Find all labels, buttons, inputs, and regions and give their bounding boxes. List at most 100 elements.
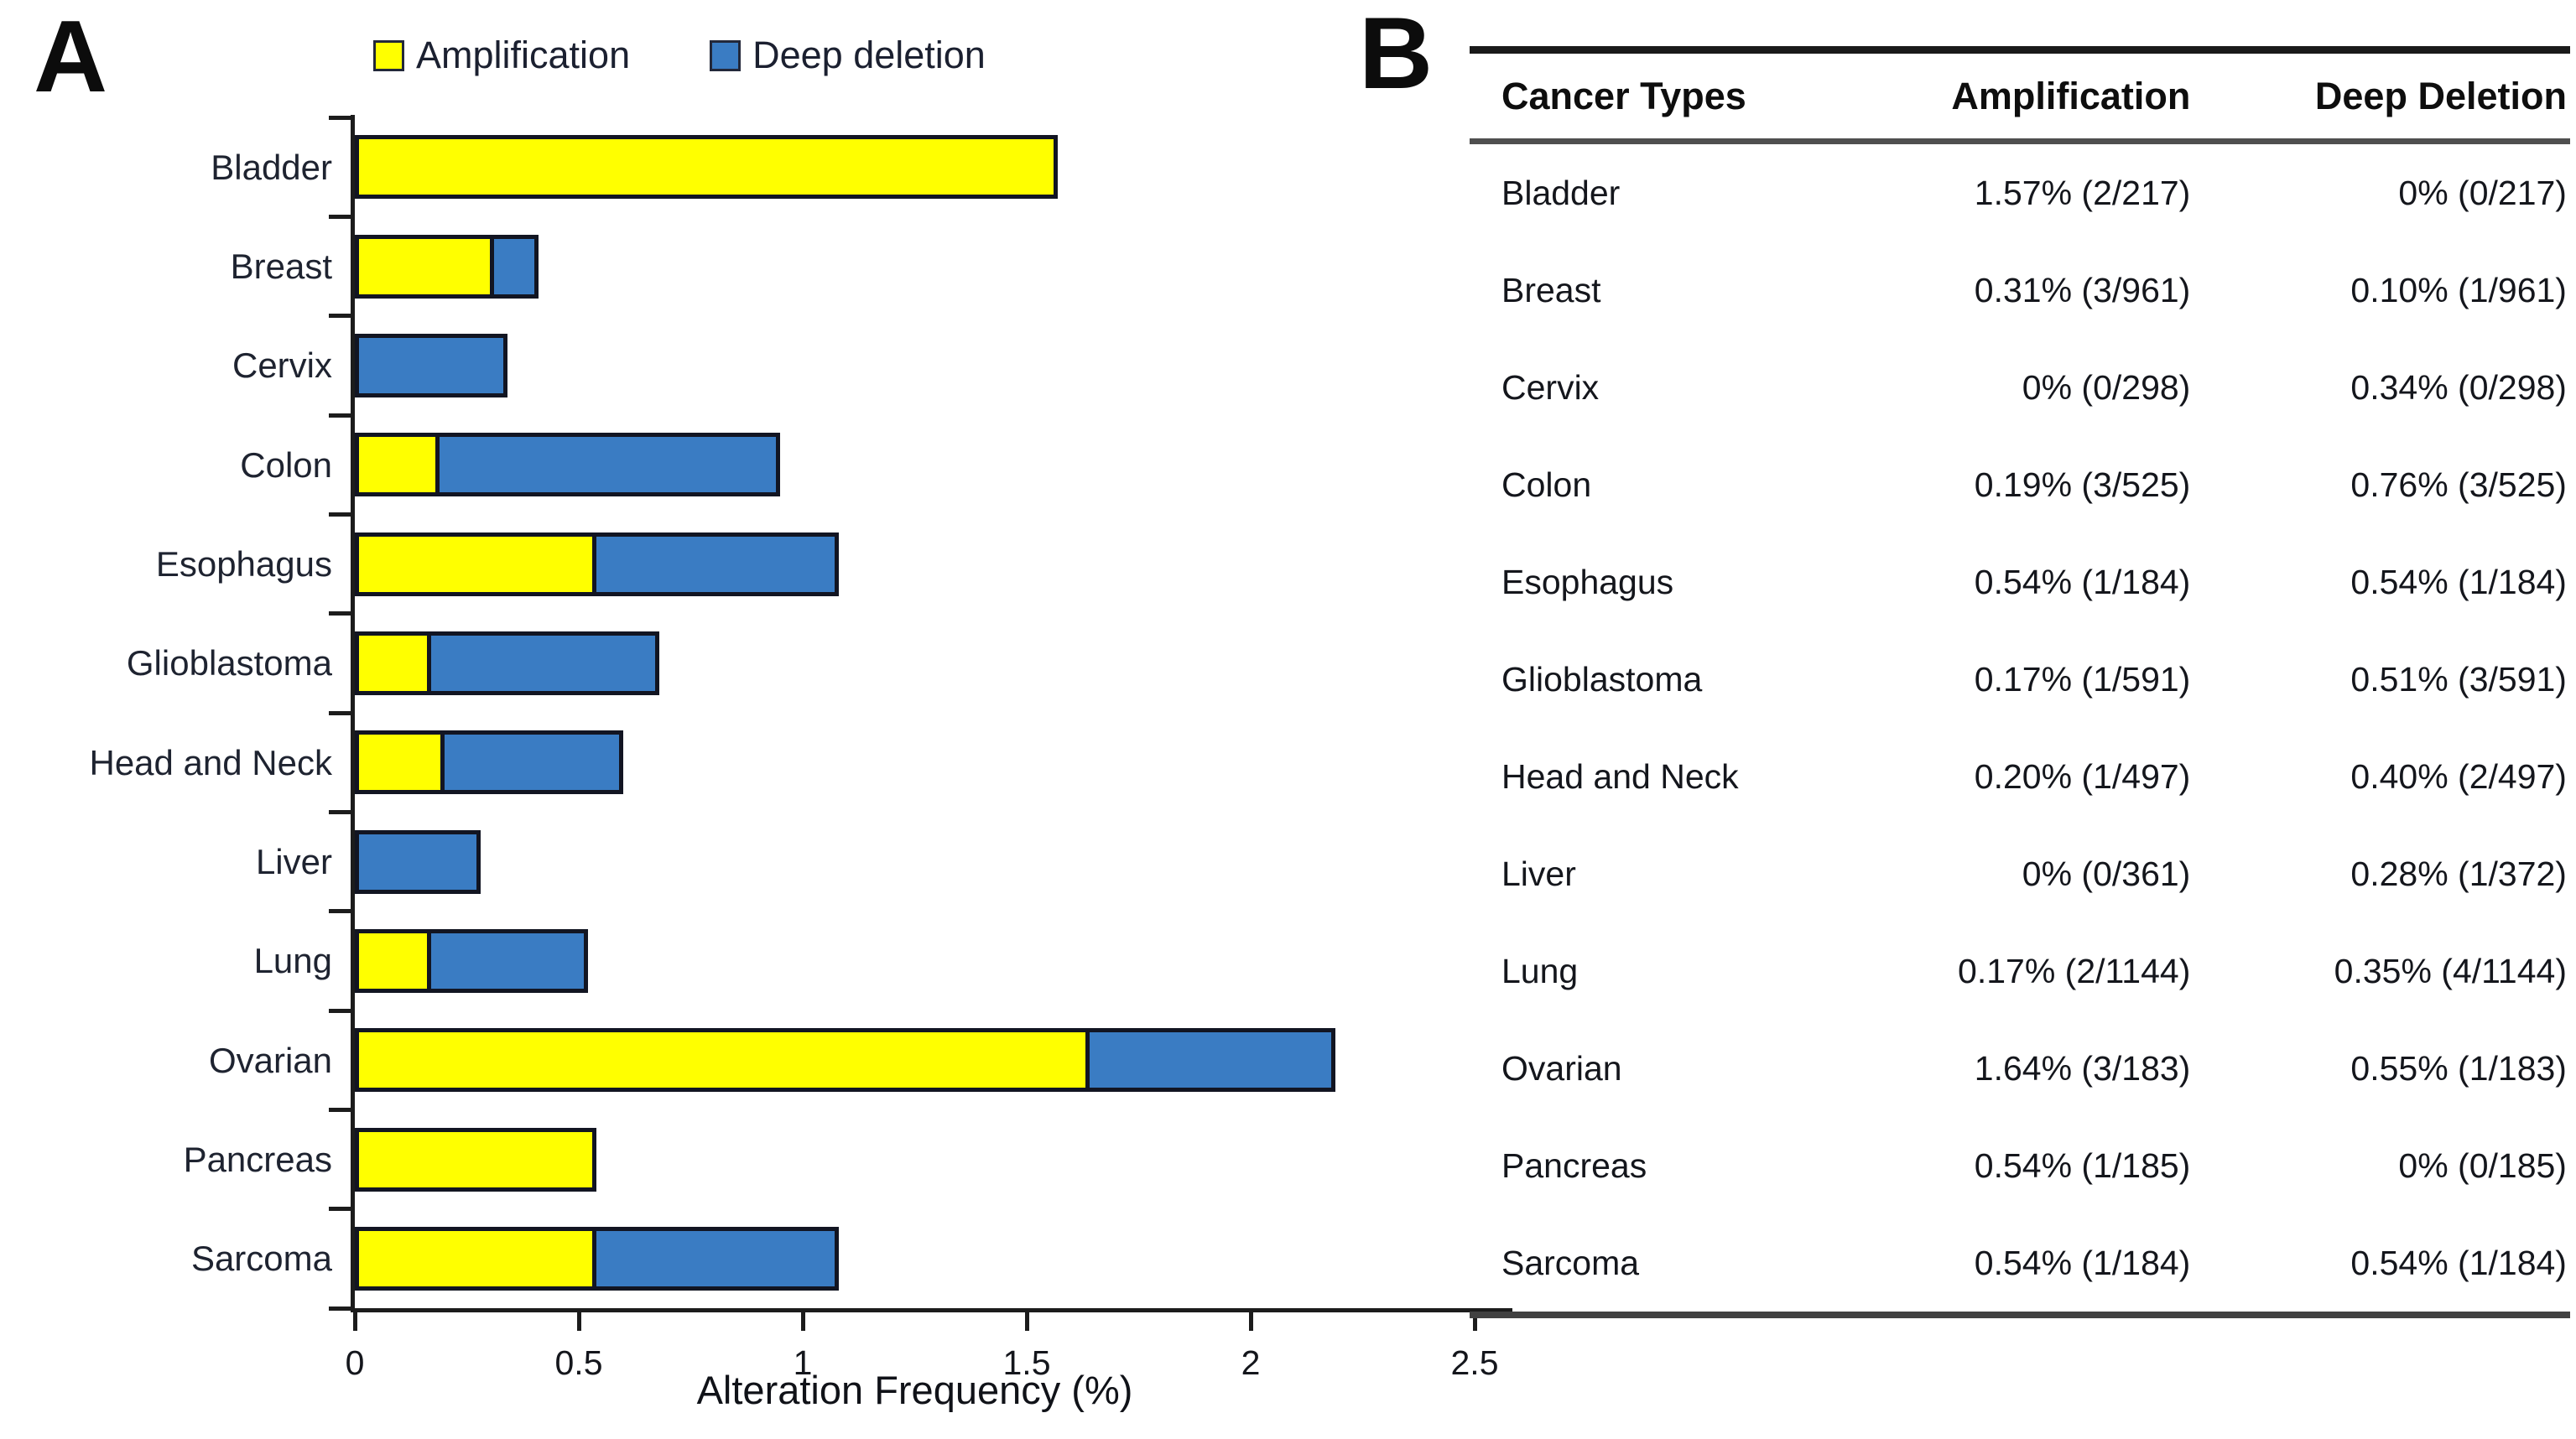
- legend-label: Deep deletion: [752, 34, 986, 76]
- cell-deep-deletion: 0.40% (2/497): [2350, 756, 2567, 796]
- cell-cancer-type: Pancreas: [1501, 1145, 1647, 1185]
- cell-cancer-type: Bladder: [1501, 173, 1621, 212]
- cell-amplification: 0.54% (1/185): [1974, 1145, 2191, 1185]
- cell-amplification: 0.17% (1/591): [1974, 659, 2191, 699]
- bar-segment-amplification: [355, 532, 597, 596]
- table-row: Lung 0.17% (2/1144) 0.35% (4/1144): [1470, 922, 2570, 1020]
- category-label: Cervix: [232, 345, 332, 386]
- chart-legend: Amplification Deep deletion: [373, 34, 986, 77]
- x-axis-tick: [352, 1312, 357, 1331]
- legend-item-deep-deletion: Deep deletion: [710, 34, 986, 77]
- x-tick-label: 2.5: [1450, 1343, 1499, 1382]
- bar-segment-amplification: [355, 1127, 597, 1192]
- cell-amplification: 0.31% (3/961): [1974, 270, 2191, 309]
- y-axis-line: [351, 115, 355, 1312]
- x-axis-tick: [1024, 1312, 1029, 1331]
- bar-segment-deep-deletion: [355, 333, 507, 397]
- cell-deep-deletion: 0.28% (1/372): [2350, 854, 2567, 893]
- table-row: Colon 0.19% (3/525) 0.76% (3/525): [1470, 436, 2570, 533]
- y-axis-tick: [329, 413, 351, 418]
- chart-plot: 0 0.5 1 1.5 2 2.5: [329, 115, 1512, 1382]
- cell-amplification: 1.64% (3/183): [1974, 1048, 2191, 1088]
- table-header-row: Cancer Types Amplification Deep Deletion: [1470, 54, 2570, 144]
- bar-segment-deep-deletion: [592, 532, 839, 596]
- category-label: Esophagus: [155, 543, 332, 584]
- y-axis-tick: [329, 909, 351, 914]
- bar-segment-amplification: [355, 1226, 597, 1291]
- y-axis-tick: [329, 611, 351, 616]
- amplification-swatch-icon: [373, 39, 404, 71]
- bar-segment-amplification: [355, 433, 440, 497]
- cell-deep-deletion: 0.55% (1/183): [2350, 1048, 2567, 1088]
- panel-a-label: A: [34, 0, 108, 113]
- y-axis-tick: [329, 1306, 351, 1311]
- bar-segment-amplification: [355, 234, 494, 299]
- x-tick-label: 1: [793, 1343, 813, 1382]
- cell-amplification: 0.20% (1/497): [1974, 756, 2191, 796]
- bar-segment-deep-deletion: [440, 730, 624, 795]
- bar-segment-deep-deletion: [435, 433, 781, 497]
- x-axis-title: Alteration Frequency (%): [696, 1368, 1133, 1412]
- x-tick-label: 2: [1241, 1343, 1261, 1382]
- x-axis-tick: [576, 1312, 581, 1331]
- legend-label: Amplification: [416, 34, 631, 76]
- y-axis-tick: [329, 809, 351, 814]
- x-axis-tick: [800, 1312, 805, 1331]
- table-body: Bladder 1.57% (2/217) 0% (0/217) Breast 0.31…: [1470, 144, 2570, 1312]
- table-row: Cervix 0% (0/298) 0.34% (0/298): [1470, 339, 2570, 436]
- y-axis-tick: [329, 314, 351, 319]
- bar-segment-deep-deletion: [355, 829, 481, 894]
- cell-cancer-type: Liver: [1501, 854, 1576, 893]
- category-label: Pancreas: [183, 1139, 332, 1179]
- category-label: Sarcoma: [190, 1239, 332, 1279]
- x-axis-line: [351, 1308, 1512, 1312]
- x-tick-label: 1.5: [1002, 1343, 1051, 1382]
- cell-deep-deletion: 0.35% (4/1144): [2334, 951, 2567, 990]
- bar-segment-deep-deletion: [592, 1226, 839, 1291]
- bar-segment-deep-deletion: [1085, 1028, 1336, 1093]
- y-axis-tick: [329, 1207, 351, 1212]
- bar-segment-deep-deletion: [489, 234, 539, 299]
- cell-deep-deletion: 0% (0/217): [2398, 173, 2567, 212]
- cell-deep-deletion: 0.54% (1/184): [2350, 1243, 2567, 1282]
- table-row: Bladder 1.57% (2/217) 0% (0/217): [1470, 144, 2570, 242]
- cell-deep-deletion: 0.54% (1/184): [2350, 562, 2567, 601]
- bar-segment-deep-deletion: [426, 631, 660, 695]
- cell-deep-deletion: 0.34% (0/298): [2350, 367, 2567, 407]
- category-label: Lung: [253, 941, 332, 981]
- category-label: Breast: [230, 246, 332, 286]
- cell-cancer-type: Sarcoma: [1501, 1243, 1640, 1282]
- cell-amplification: 0.17% (2/1144): [1958, 951, 2191, 990]
- category-label: Head and Neck: [89, 742, 332, 782]
- bar-segment-amplification: [355, 730, 445, 795]
- table-row: Liver 0% (0/361) 0.28% (1/372): [1470, 825, 2570, 922]
- table-row: Sarcoma 0.54% (1/184) 0.54% (1/184): [1470, 1214, 2570, 1312]
- cell-cancer-type: Breast: [1501, 270, 1601, 309]
- bar-segment-amplification: [355, 631, 431, 695]
- cell-amplification: 0% (0/361): [2022, 854, 2191, 893]
- cell-deep-deletion: 0% (0/185): [2398, 1145, 2567, 1185]
- x-tick-label: 0.5: [554, 1343, 603, 1382]
- cell-amplification: 1.57% (2/217): [1974, 173, 2191, 212]
- category-label: Glioblastoma: [126, 643, 332, 683]
- cell-deep-deletion: 0.76% (3/525): [2350, 465, 2567, 504]
- cell-cancer-type: Lung: [1501, 951, 1579, 990]
- table-row: Pancreas 0.54% (1/185) 0% (0/185): [1470, 1117, 2570, 1214]
- cell-cancer-type: Colon: [1501, 465, 1592, 504]
- table-row: Glioblastoma 0.17% (1/591) 0.51% (3/591): [1470, 631, 2570, 728]
- y-axis-tick: [329, 710, 351, 715]
- bar-segment-amplification: [355, 1028, 1090, 1093]
- bar-segment-amplification: [355, 135, 1059, 200]
- cell-amplification: 0.54% (1/184): [1974, 1243, 2191, 1282]
- category-label: Ovarian: [208, 1040, 332, 1080]
- table-row: Ovarian 1.64% (3/183) 0.55% (1/183): [1470, 1020, 2570, 1117]
- bar-segment-deep-deletion: [426, 928, 588, 993]
- x-axis-tick: [1248, 1312, 1253, 1331]
- category-label: Bladder: [211, 147, 332, 187]
- category-label: Liver: [255, 841, 332, 881]
- results-table: Cancer Types Amplification Deep Deletion…: [1470, 46, 2570, 1318]
- table-row: Head and Neck 0.20% (1/497) 0.40% (2/497): [1470, 728, 2570, 825]
- x-axis-tick: [1472, 1312, 1477, 1331]
- deep-deletion-swatch-icon: [710, 39, 742, 71]
